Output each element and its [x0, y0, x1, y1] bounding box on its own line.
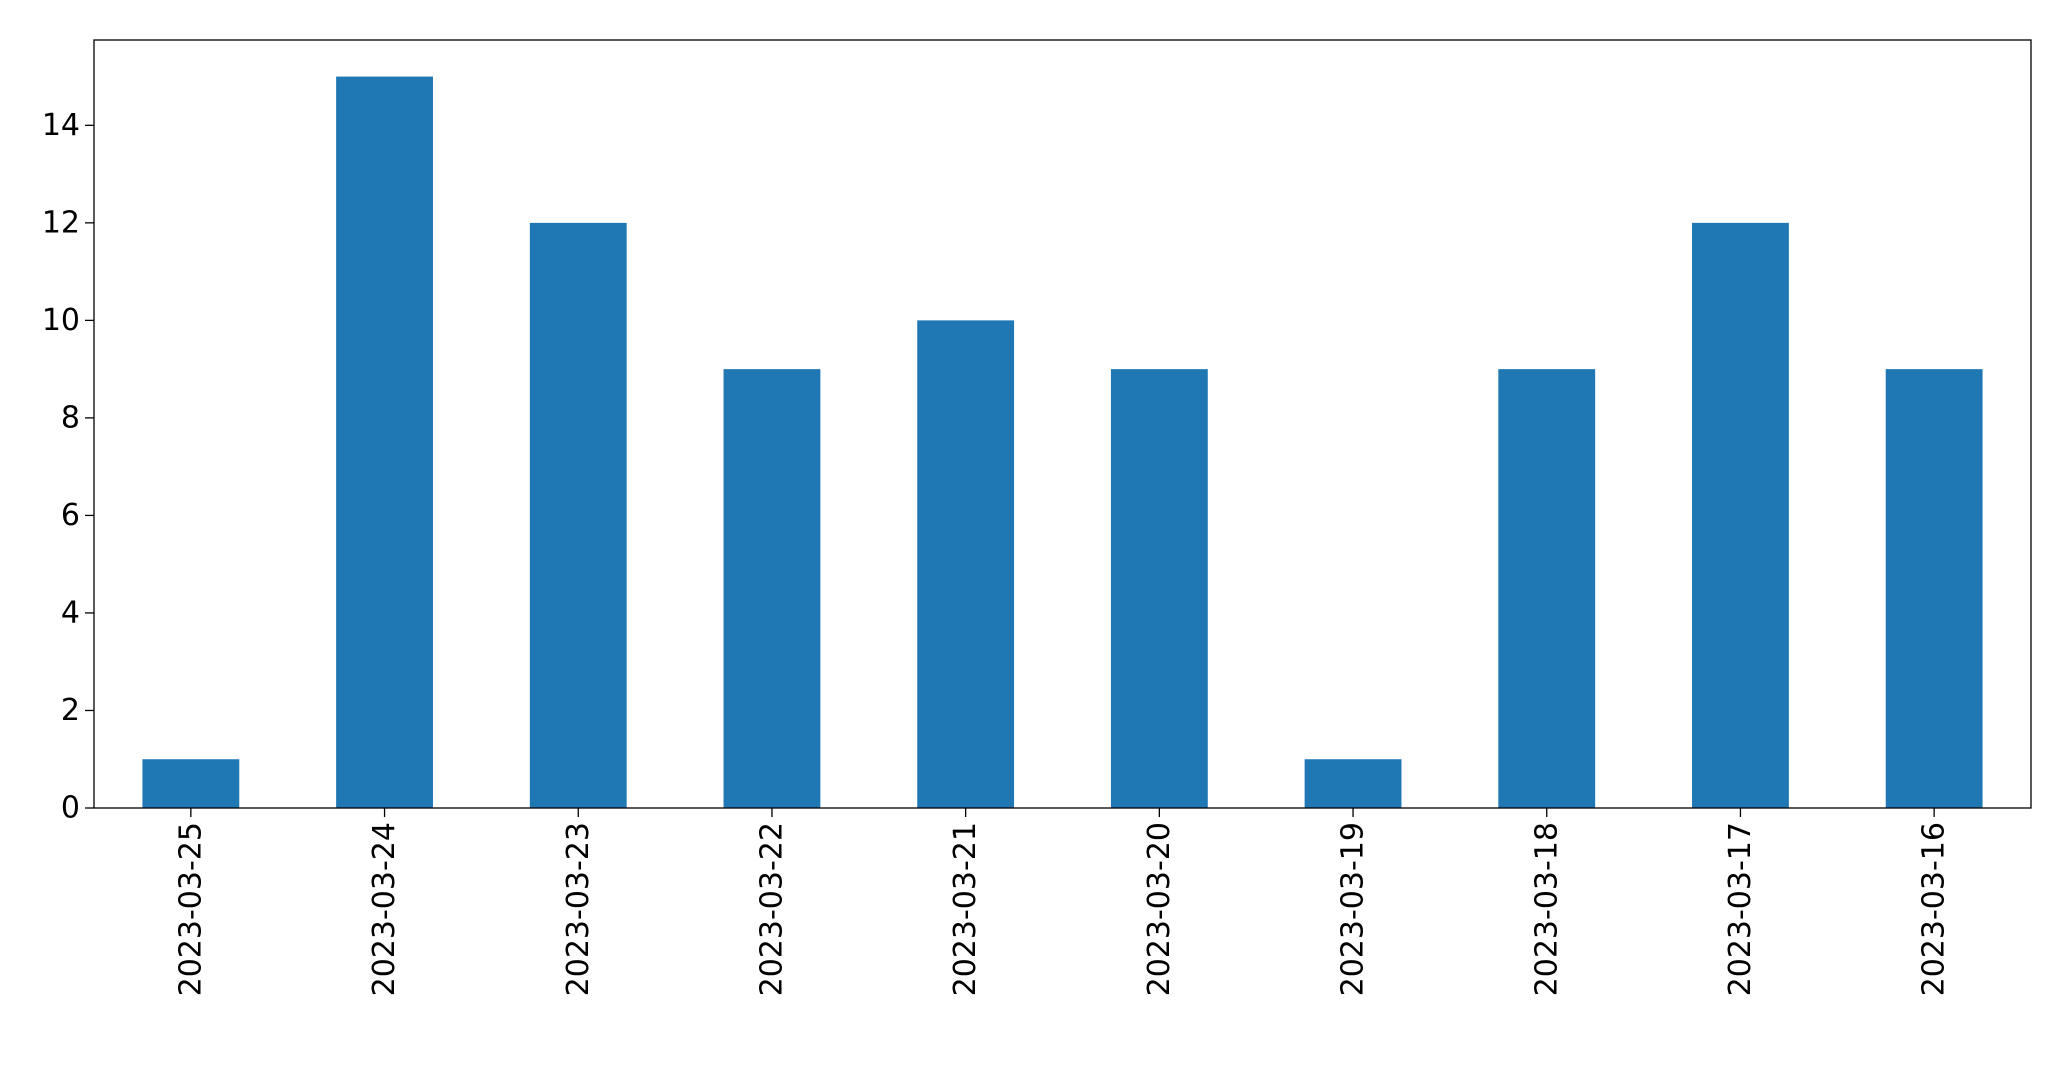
x-tick-label: 2023-03-24 — [367, 822, 402, 996]
y-tick-label: 2 — [61, 693, 80, 728]
x-tick-label: 2023-03-16 — [1917, 822, 1952, 996]
bar — [1110, 369, 1208, 808]
plot-frame — [93, 39, 2032, 809]
y-tick-label: 0 — [61, 791, 80, 826]
bar — [723, 369, 821, 808]
x-tick-label: 2023-03-18 — [1529, 822, 1564, 996]
y-tick-label: 4 — [61, 595, 80, 630]
x-tick-label: 2023-03-25 — [173, 822, 208, 996]
x-tick-label: 2023-03-23 — [561, 822, 596, 996]
y-tick-label: 10 — [42, 303, 80, 338]
bar — [529, 222, 627, 808]
bar — [1885, 369, 1983, 808]
y-tick-label: 6 — [61, 498, 80, 533]
x-tick-label: 2023-03-21 — [948, 822, 983, 996]
x-tick-label: 2023-03-17 — [1723, 822, 1758, 996]
bar — [917, 320, 1015, 808]
bar — [1692, 222, 1789, 808]
bar — [336, 76, 433, 809]
x-tick-label: 2023-03-19 — [1336, 822, 1371, 996]
y-tick-label: 14 — [42, 108, 80, 143]
x-tick-label: 2023-03-20 — [1142, 822, 1177, 996]
x-tick-label: 2023-03-22 — [754, 822, 789, 996]
bar — [142, 759, 240, 808]
bar — [1304, 759, 1402, 808]
bar — [1498, 369, 1596, 808]
y-tick-label: 8 — [61, 400, 80, 435]
y-tick-label: 12 — [42, 205, 80, 240]
